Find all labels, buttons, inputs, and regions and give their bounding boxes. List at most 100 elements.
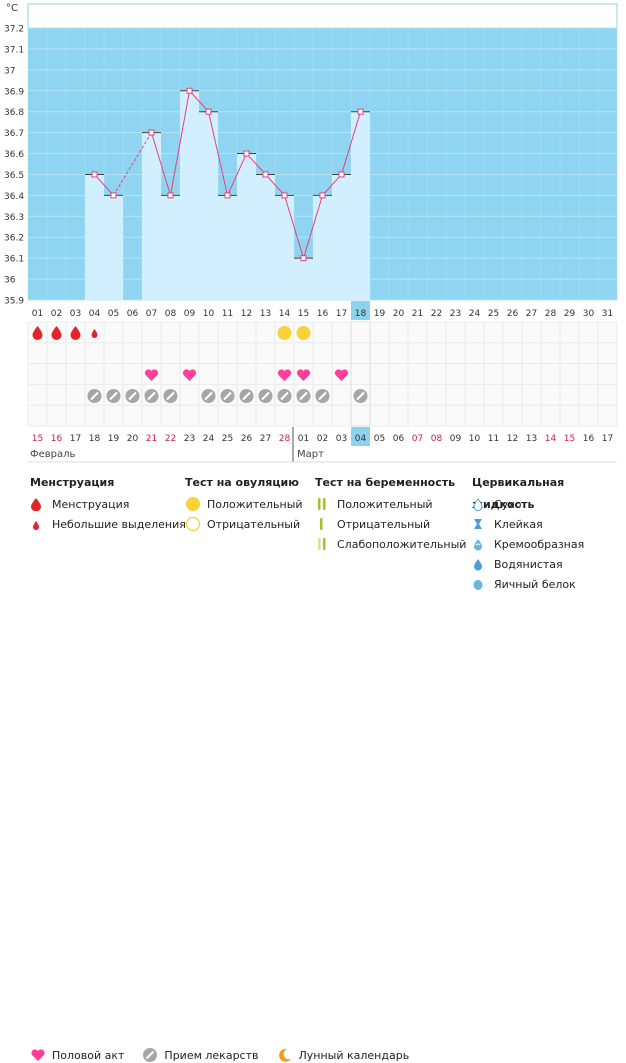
calendar-date-label: 21 [146, 434, 157, 444]
symptom-markers [27, 321, 618, 427]
temperature-segment [113, 132, 152, 196]
y-tick-label: 36.8 [4, 108, 24, 118]
pill-stripe [318, 391, 327, 401]
cycle-day-label: 20 [393, 309, 405, 319]
heart-icon [277, 369, 292, 381]
temperature-bar [161, 195, 180, 300]
temperature-point [338, 171, 345, 178]
calendar-date-label: 15 [564, 434, 575, 444]
y-tick-label: 36.9 [4, 87, 24, 97]
pregnancy-negative-icon [315, 516, 337, 532]
cycle-day-label: 16 [317, 309, 329, 319]
ovulation-positive-icon [296, 326, 311, 340]
pill-stripe [280, 391, 289, 401]
y-tick-label: 36.6 [4, 150, 24, 160]
cycle-day-label: 28 [545, 309, 557, 319]
temperature-segment [227, 153, 247, 196]
cycle-day-label: 30 [583, 309, 595, 319]
legend-menstruation-label: Менструация [52, 497, 130, 511]
legend-creamy-label: Кремообразная [494, 537, 585, 551]
heart-icon [30, 1047, 52, 1063]
current-date-highlight [351, 427, 370, 446]
pill-icon [142, 1047, 164, 1063]
pill-stripe [109, 391, 118, 401]
calendar-date-label: 28 [279, 434, 291, 444]
cycle-day-label: 15 [298, 309, 309, 319]
cycle-day-label: 04 [89, 309, 101, 319]
calendar-date-label: 18 [89, 434, 101, 444]
temperature-line [91, 87, 364, 262]
cycle-day-label: 01 [32, 309, 43, 319]
calendar-date-label: 23 [184, 434, 195, 444]
temperature-bar [218, 195, 237, 300]
pregnancy-positive-icon [315, 496, 337, 512]
temperature-segment [189, 90, 209, 113]
legend-cervical: Цервикальная жидкость Сухо Клейкая Кремо… [472, 472, 626, 594]
temperature-segment [265, 174, 285, 196]
pill-stripe [204, 391, 213, 401]
temperature-segment [341, 111, 361, 175]
calendar-date-label: 12 [507, 434, 518, 444]
cycle-day-label: 26 [507, 309, 519, 319]
cycle-day-label: 06 [127, 309, 139, 319]
temperature-point [91, 171, 98, 178]
blood-drop-icon [51, 326, 62, 340]
calendar-date-label: 17 [70, 434, 81, 444]
blood-drop-icon [30, 496, 52, 512]
temperature-segment [246, 153, 266, 175]
temperature-point [243, 150, 250, 157]
y-tick-label: 35.9 [4, 297, 24, 307]
temperature-bar [237, 153, 256, 300]
chart-axes: °C 37.2 37.1 37 36.9 36.8 36.7 36.6 36.5 36.4 36.… [4, 3, 613, 320]
small-drop-icon [91, 329, 98, 338]
y-tick-label: 36.5 [4, 171, 24, 181]
blood-drop-icon [32, 326, 43, 340]
y-tick-label: 37.1 [4, 45, 24, 55]
chart-top-area [27, 3, 618, 29]
temperature-point [148, 129, 155, 136]
legend-sticky-label: Клейкая [494, 517, 543, 531]
temperature-segment [170, 90, 190, 196]
calendar-dates: 15 16 17 18 19 20 21 22 23 24 25 26 27 28 01 02 03 04 05 06… [28, 427, 617, 463]
temperature-bar [294, 258, 313, 300]
legend-egg-white-label: Яичный белок [494, 577, 576, 591]
calendar-date-label: 14 [545, 434, 557, 444]
temperature-bar [332, 174, 351, 300]
temperature-bar [351, 111, 370, 300]
temperature-bar [313, 195, 332, 300]
cycle-day-label: 10 [203, 309, 215, 319]
temperature-bar [180, 90, 199, 301]
calendar-date-label: 02 [317, 434, 328, 444]
temperature-point [281, 192, 288, 199]
pill-stripe [128, 391, 137, 401]
month-label: Март [297, 449, 324, 460]
legend-light-discharge-label: Небольшие выделения [52, 517, 186, 531]
cycle-day-label: 21 [412, 309, 423, 319]
cycle-day-label: 02 [51, 309, 62, 319]
calendar-date-label: 15 [32, 434, 43, 444]
cycle-day-label: 12 [241, 309, 252, 319]
legend-pregnancy-weak-label: Слабоположительный [337, 537, 467, 551]
legend-ovulation: Тест на овуляцию Положительный Отрицател… [185, 472, 303, 534]
calendar-date-label: 22 [165, 434, 176, 444]
calendar-date-label: 10 [469, 434, 481, 444]
calendar-date-label: 03 [336, 434, 347, 444]
calendar-date-label: 06 [393, 434, 405, 444]
calendar-date-label: 26 [241, 434, 253, 444]
calendar-date-label: 16 [583, 434, 595, 444]
cycle-day-label: 11 [222, 309, 233, 319]
pill-stripe [299, 391, 308, 401]
temperature-bars [85, 90, 370, 301]
current-day-column [350, 321, 371, 427]
temperature-segment [303, 195, 323, 259]
cycle-day-label: 07 [146, 309, 157, 319]
calendar-date-label: 20 [127, 434, 139, 444]
temperature-bar [142, 132, 161, 300]
temperature-point [357, 108, 364, 115]
temperature-segment [94, 174, 114, 196]
temperature-segment [322, 174, 342, 196]
temperature-point [110, 192, 117, 199]
temperature-point [205, 108, 212, 115]
ovulation-positive-icon [185, 496, 207, 512]
bbt-chart: °C 37.2 37.1 37 36.9 36.8 36.7 36.6 36.5 36.4 36.… [4, 3, 618, 463]
